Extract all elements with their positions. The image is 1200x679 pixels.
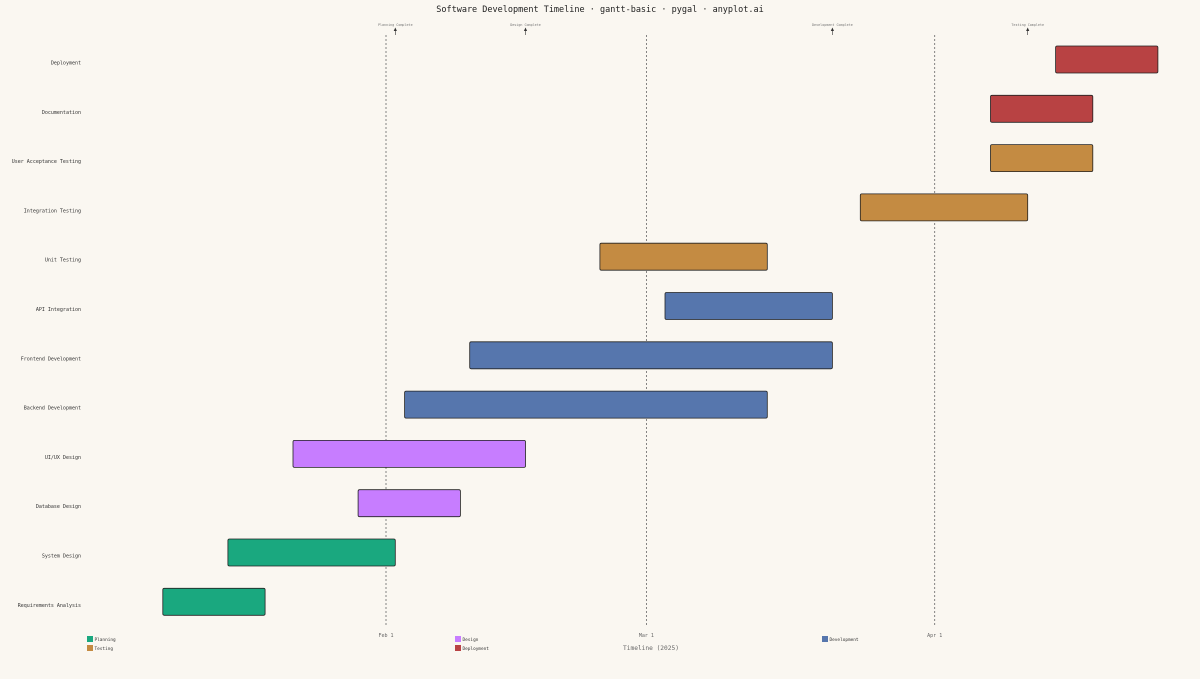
task-label: Unit Testing bbox=[45, 258, 81, 264]
milestone-markers: Planning Complete Design Complete Developm… bbox=[378, 23, 1044, 35]
milestone-marker-icon bbox=[830, 27, 834, 31]
task-bar bbox=[404, 390, 768, 419]
task-label: Requirements Analysis bbox=[18, 603, 81, 609]
legend-label: Testing bbox=[95, 646, 114, 652]
legend-swatch bbox=[455, 645, 461, 651]
task-labels: Requirements Analysis System Design Databa… bbox=[12, 61, 81, 609]
x-tick-labels: Feb 1 Mar 1 Apr 1 bbox=[378, 633, 942, 639]
task-bar bbox=[227, 538, 396, 567]
legend-label: Development bbox=[830, 637, 859, 643]
task-bar bbox=[990, 94, 1094, 123]
task-bar bbox=[664, 292, 833, 320]
task-bar bbox=[1055, 45, 1159, 74]
task-bar bbox=[162, 587, 266, 616]
task-label: System Design bbox=[42, 554, 81, 560]
milestone-label: Testing Complete bbox=[1011, 23, 1044, 27]
legend-label: Design bbox=[463, 637, 479, 643]
x-axis-label: Timeline (2025) bbox=[623, 645, 679, 652]
task-bar bbox=[292, 439, 526, 468]
task-label: API Integration bbox=[36, 307, 81, 313]
chart-title: Software Development Timeline · gantt-ba… bbox=[436, 5, 764, 15]
legend-swatch bbox=[87, 645, 93, 651]
milestone-label: Development Complete bbox=[812, 23, 853, 27]
task-label: Documentation bbox=[42, 110, 81, 116]
milestone-marker-icon bbox=[393, 27, 397, 31]
legend-swatch bbox=[822, 636, 828, 642]
task-label: Deployment bbox=[51, 61, 81, 67]
legend-swatch bbox=[455, 636, 461, 642]
task-bar bbox=[859, 193, 1029, 222]
task-label: Frontend Development bbox=[21, 356, 81, 362]
milestone-label: Design Complete bbox=[510, 23, 541, 27]
milestone-label: Planning Complete bbox=[378, 23, 413, 27]
legend-swatch bbox=[87, 636, 93, 642]
task-label: UI/UX Design bbox=[45, 455, 81, 461]
task-bars bbox=[162, 45, 1159, 616]
x-tick-label: Feb 1 bbox=[378, 633, 393, 639]
legend-label: Planning bbox=[95, 637, 117, 643]
legend-label: Deployment bbox=[463, 646, 490, 652]
task-label: User Acceptance Testing bbox=[12, 159, 81, 165]
grid-lines bbox=[385, 35, 936, 627]
task-bar bbox=[990, 144, 1094, 173]
x-tick-label: Apr 1 bbox=[927, 633, 942, 639]
x-tick-label: Mar 1 bbox=[639, 633, 654, 639]
milestone-marker-icon bbox=[1026, 27, 1030, 31]
task-bar bbox=[469, 341, 833, 370]
milestone-marker-icon bbox=[523, 27, 528, 31]
task-bar bbox=[357, 489, 461, 518]
legend: Planning Design Development Testing Deployme… bbox=[87, 636, 859, 652]
task-label: Integration Testing bbox=[24, 208, 81, 214]
task-label: Backend Development bbox=[24, 406, 81, 412]
task-bar bbox=[599, 242, 768, 271]
task-label: Database Design bbox=[36, 504, 81, 510]
